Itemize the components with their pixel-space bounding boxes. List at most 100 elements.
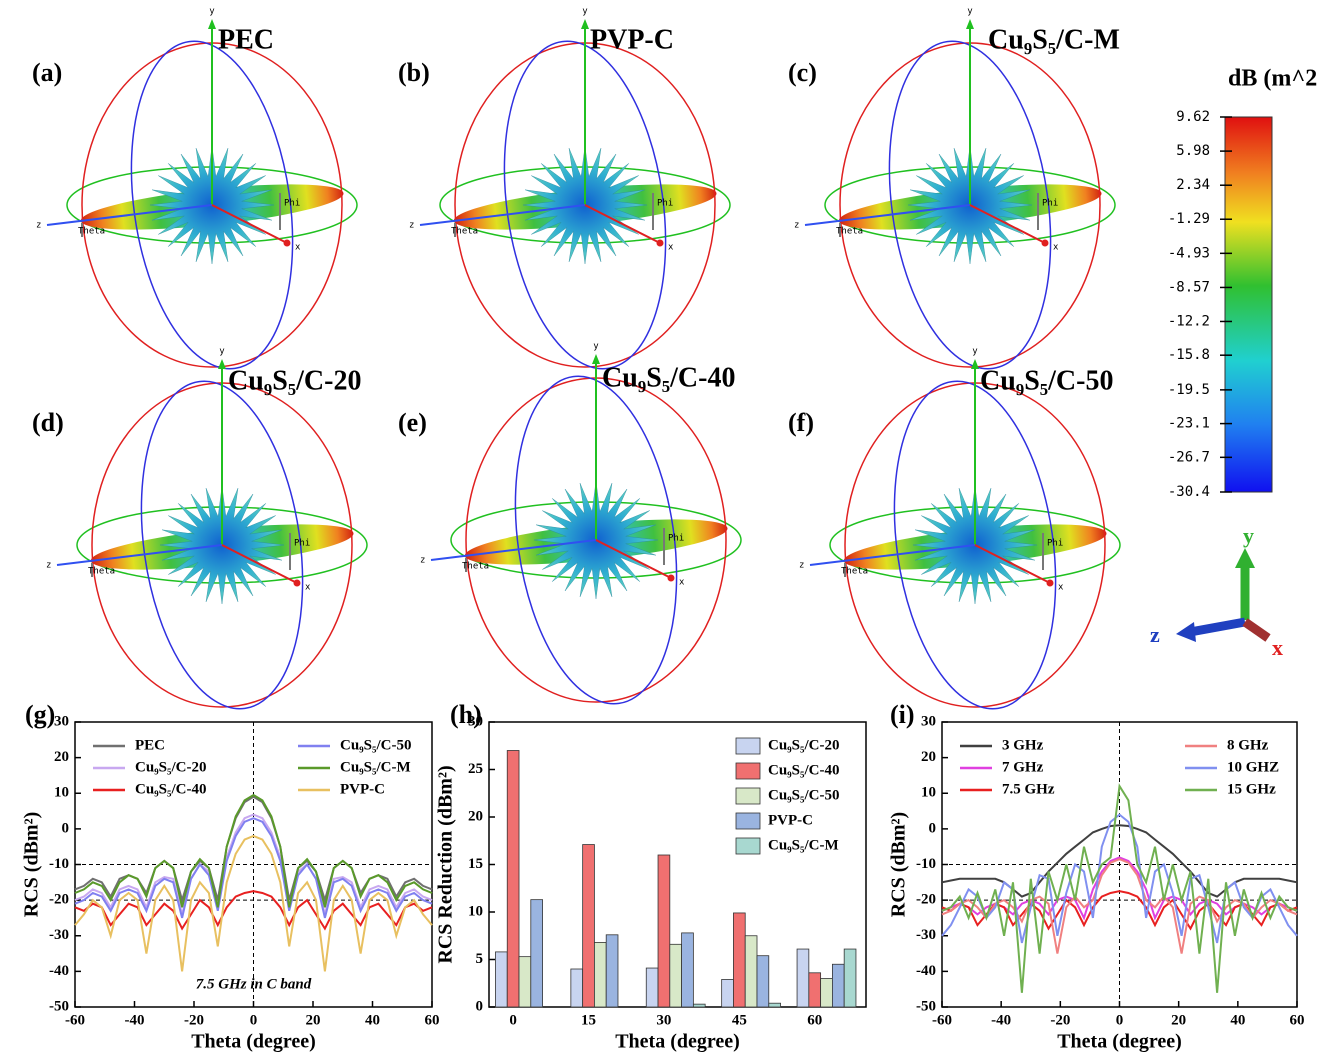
axis-label: x xyxy=(668,243,674,253)
bar xyxy=(646,968,658,1007)
y-tick-label: -10 xyxy=(916,856,936,872)
annotation: 7.5 GHz in C band xyxy=(196,976,312,992)
colorbar-tick-label: -15.8 xyxy=(1168,347,1210,363)
arrow-head xyxy=(971,359,979,369)
x-axis-title: Theta (degree) xyxy=(1057,1031,1182,1053)
arrow-head xyxy=(1047,580,1054,587)
y-tick-label: 0 xyxy=(62,820,70,836)
colorbar-tick-label: 2.34 xyxy=(1176,177,1210,193)
bar xyxy=(583,845,595,1007)
colorbar-title: dB (m^2) xyxy=(1228,66,1317,92)
bar xyxy=(797,949,809,1007)
panel-title: Cu₉S₅/C-20 xyxy=(228,365,361,396)
bar xyxy=(745,936,757,1007)
y-tick-label: 0 xyxy=(929,820,937,836)
y-tick-label: -10 xyxy=(49,856,69,872)
x-tick-label: 20 xyxy=(1171,1012,1186,1028)
icon-x xyxy=(1245,622,1268,638)
icon-label: x xyxy=(1272,635,1283,660)
legend-label: 10 GHZ xyxy=(1227,759,1279,775)
panel-title: PVP-C xyxy=(590,24,674,55)
y-tick-label: 30 xyxy=(921,713,936,729)
axis-label: Phi xyxy=(1047,539,1063,549)
panel-letter: (b) xyxy=(398,58,430,87)
icon-z xyxy=(1190,622,1245,632)
panel-title: Cu₉S₅/C-50 xyxy=(980,365,1113,396)
icon-label: z xyxy=(1150,622,1160,647)
axis-label: Theta xyxy=(836,227,863,237)
axis-label: z xyxy=(409,221,414,231)
axis-label: y xyxy=(582,7,588,17)
legend-swatch xyxy=(736,763,760,779)
x-tick-label: 0 xyxy=(509,1012,517,1028)
arrow-head xyxy=(218,359,226,369)
x-axis-title: Theta (degree) xyxy=(615,1031,740,1053)
bar xyxy=(507,751,519,1008)
y-tick-label: -40 xyxy=(49,963,69,979)
y-tick-label: 20 xyxy=(921,749,936,765)
panel-title: Cu₉S₅/C-40 xyxy=(602,362,735,393)
y-tick-label: 5 xyxy=(476,951,484,967)
x-tick-label: -20 xyxy=(184,1012,204,1028)
colorbar-tick-label: -19.5 xyxy=(1168,382,1210,398)
y-tick-label: -40 xyxy=(916,963,936,979)
y-tick-label: 15 xyxy=(468,856,483,872)
panel-letter: (d) xyxy=(32,408,64,437)
panel-letter: (c) xyxy=(788,58,817,87)
bar xyxy=(769,1003,781,1007)
colorbar-tick-label: -30.4 xyxy=(1168,484,1210,500)
bar xyxy=(733,913,745,1007)
panel-letter: (h) xyxy=(450,700,482,729)
x-tick-label: 40 xyxy=(365,1012,380,1028)
legend-swatch xyxy=(736,813,760,829)
bar xyxy=(531,900,543,1007)
colorbar-tick-label: 9.62 xyxy=(1176,109,1210,125)
x-tick-label: 20 xyxy=(306,1012,321,1028)
axis-label: y xyxy=(593,342,599,352)
legend-label: Cu₉S₅/C-40 xyxy=(768,762,840,778)
axis-label: Theta xyxy=(78,227,105,237)
y-tick-label: -30 xyxy=(916,927,936,943)
y-tick-label: -30 xyxy=(49,927,69,943)
legend-label: Cu₉S₅/C-50 xyxy=(340,737,412,753)
arrow-head xyxy=(208,19,216,29)
axis-label: Theta xyxy=(88,567,115,577)
legend-label: 7 GHz xyxy=(1002,759,1044,775)
x-tick-label: 45 xyxy=(732,1012,747,1028)
legend-swatch xyxy=(736,738,760,754)
arrow-head xyxy=(294,580,301,587)
axis-label: Phi xyxy=(657,199,673,209)
legend-swatch xyxy=(736,788,760,804)
panel-title: PEC xyxy=(218,24,274,55)
y-axis-title: RCS (dBm²) xyxy=(888,812,910,917)
x-tick-label: 0 xyxy=(250,1012,258,1028)
axis-label: x xyxy=(295,243,301,253)
y-tick-label: 10 xyxy=(54,785,69,801)
x-axis-title: Theta (degree) xyxy=(191,1031,316,1053)
colorbar-tick-label: -8.57 xyxy=(1168,279,1210,295)
rcs-panel: yzxPhiThetaPVP-C(b) xyxy=(398,7,730,380)
legend-label: PEC xyxy=(135,737,165,753)
series-line xyxy=(75,891,432,928)
legend-label: Cu₉S₅/C-M xyxy=(340,759,411,775)
arrow-head xyxy=(592,354,600,364)
series-line xyxy=(942,891,1297,928)
y-tick-label: 20 xyxy=(468,808,483,824)
axis-label: x xyxy=(679,578,685,588)
axis-label: Theta xyxy=(841,567,868,577)
legend-label: 3 GHz xyxy=(1002,737,1044,753)
axis-label: z xyxy=(799,561,804,571)
arrow-head xyxy=(966,19,974,29)
axis-label: Theta xyxy=(462,562,489,572)
x-tick-label: -60 xyxy=(65,1012,85,1028)
x-tick-label: -20 xyxy=(1050,1012,1070,1028)
x-tick-label: 60 xyxy=(807,1012,822,1028)
axis-label: y xyxy=(972,347,978,357)
y-tick-label: -20 xyxy=(916,892,936,908)
bar xyxy=(571,969,583,1007)
bar xyxy=(832,964,844,1007)
axis-label: Phi xyxy=(1042,199,1058,209)
